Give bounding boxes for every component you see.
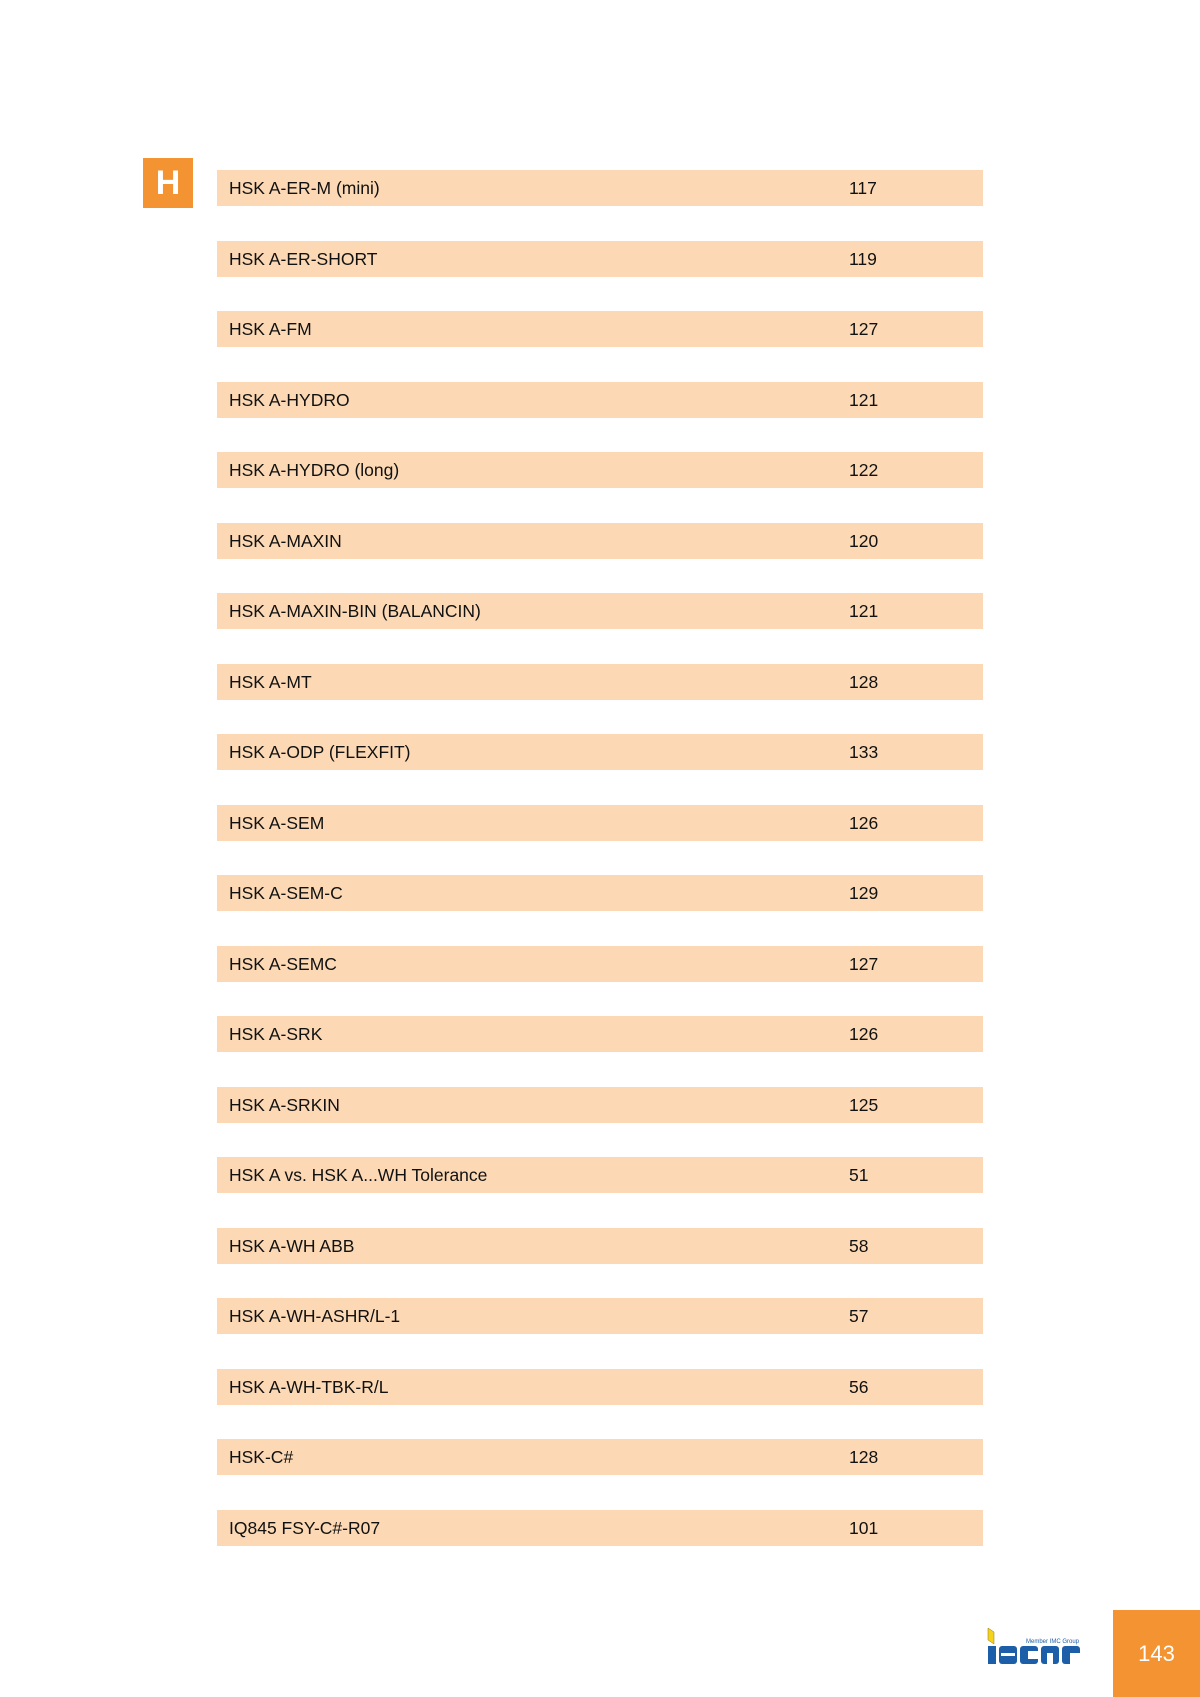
entry-page: 120: [849, 530, 879, 551]
index-entry[interactable]: HSK A-ER-M (mini) 117: [217, 170, 983, 206]
entry-name: HSK A-MT: [229, 671, 312, 692]
index-entry[interactable]: HSK A-SEM 126: [217, 804, 983, 841]
entry-name: HSK-C#: [229, 1447, 294, 1467]
entry-page: 126: [849, 812, 879, 833]
entry-page: 51: [849, 1165, 869, 1185]
entry-page: 58: [849, 1235, 869, 1256]
index-list: HSK A-ER-M (mini) 117 HSK A-ER-SHORT 119 HSK…: [217, 170, 983, 1580]
section-letter-badge: H: [143, 158, 193, 208]
entry-name: HSK A vs. HSK A...WH Tolerance: [229, 1165, 488, 1185]
index-entry[interactable]: HSK A-MAXIN 120: [217, 522, 983, 559]
index-entry[interactable]: HSK A-SEM-C 129: [217, 875, 983, 911]
entry-name: HSK A-SEM-C: [229, 883, 343, 903]
entry-page: 119: [849, 248, 877, 269]
entry-page: 56: [849, 1376, 869, 1397]
entry-name: HSK A-SRK: [229, 1024, 323, 1044]
index-entry[interactable]: HSK A-MAXIN-BIN (BALANCIN) 121: [217, 593, 983, 629]
entry-name: HSK A-HYDRO: [229, 389, 350, 410]
entry-page: 117: [849, 178, 877, 198]
index-entry[interactable]: HSK A-WH ABB 58: [217, 1227, 983, 1264]
entry-name: HSK A-SEMC: [229, 953, 337, 974]
index-entry[interactable]: HSK A-MT 128: [217, 663, 983, 700]
entry-page: 101: [849, 1517, 879, 1538]
entry-name: HSK A-WH ABB: [229, 1235, 355, 1256]
entry-page: 121: [849, 389, 879, 410]
index-entry[interactable]: IQ845 FSY-C#-R07 101: [217, 1509, 983, 1546]
index-entry[interactable]: HSK A-WH-TBK-R/L 56: [217, 1368, 983, 1405]
entry-page: 126: [849, 1024, 879, 1044]
entry-page: 129: [849, 883, 879, 903]
index-entry[interactable]: HSK-C# 128: [217, 1439, 983, 1475]
entry-name: HSK A-HYDRO (long): [229, 460, 400, 480]
index-entry[interactable]: HSK A-HYDRO 121: [217, 381, 983, 418]
entry-name: HSK A-ER-M (mini): [229, 178, 380, 198]
entry-page: 121: [849, 601, 879, 621]
entry-page: 133: [849, 742, 879, 762]
entry-name: IQ845 FSY-C#-R07: [229, 1517, 381, 1538]
entry-page: 125: [849, 1094, 879, 1115]
entry-name: HSK A-SEM: [229, 812, 325, 833]
index-entry[interactable]: HSK A vs. HSK A...WH Tolerance 51: [217, 1157, 983, 1193]
index-entry[interactable]: HSK A-SEMC 127: [217, 945, 983, 982]
entry-name: HSK A-SRKIN: [229, 1094, 340, 1115]
entry-name: HSK A-FM: [229, 319, 312, 339]
index-entry[interactable]: HSK A-FM 127: [217, 311, 983, 347]
entry-name: HSK A-WH-ASHR/L-1: [229, 1306, 401, 1326]
index-entry[interactable]: HSK A-SRK 126: [217, 1016, 983, 1052]
iscar-logo: Member IMC Group: [987, 1627, 1080, 1664]
page-number: 143: [1113, 1610, 1200, 1697]
entry-page: 127: [849, 953, 879, 974]
logo-tagline: Member IMC Group: [1026, 1639, 1080, 1645]
index-entry[interactable]: HSK A-ER-SHORT 119: [217, 240, 983, 277]
index-entry[interactable]: HSK A-HYDRO (long) 122: [217, 452, 983, 488]
entry-page: 128: [849, 1447, 879, 1467]
entry-name: HSK A-MAXIN-BIN (BALANCIN): [229, 601, 481, 621]
index-entry[interactable]: HSK A-SRKIN 125: [217, 1086, 983, 1123]
entry-name: HSK A-ODP (FLEXFIT): [229, 742, 411, 762]
index-entry[interactable]: HSK A-WH-ASHR/L-1 57: [217, 1298, 983, 1334]
entry-page: 128: [849, 671, 879, 692]
index-entry[interactable]: HSK A-ODP (FLEXFIT) 133: [217, 734, 983, 770]
entry-page: 57: [849, 1306, 869, 1326]
entry-name: HSK A-WH-TBK-R/L: [229, 1376, 389, 1397]
entry-page: 122: [849, 460, 879, 480]
entry-page: 127: [849, 319, 879, 339]
entry-name: HSK A-MAXIN: [229, 530, 342, 551]
entry-name: HSK A-ER-SHORT: [229, 248, 378, 269]
